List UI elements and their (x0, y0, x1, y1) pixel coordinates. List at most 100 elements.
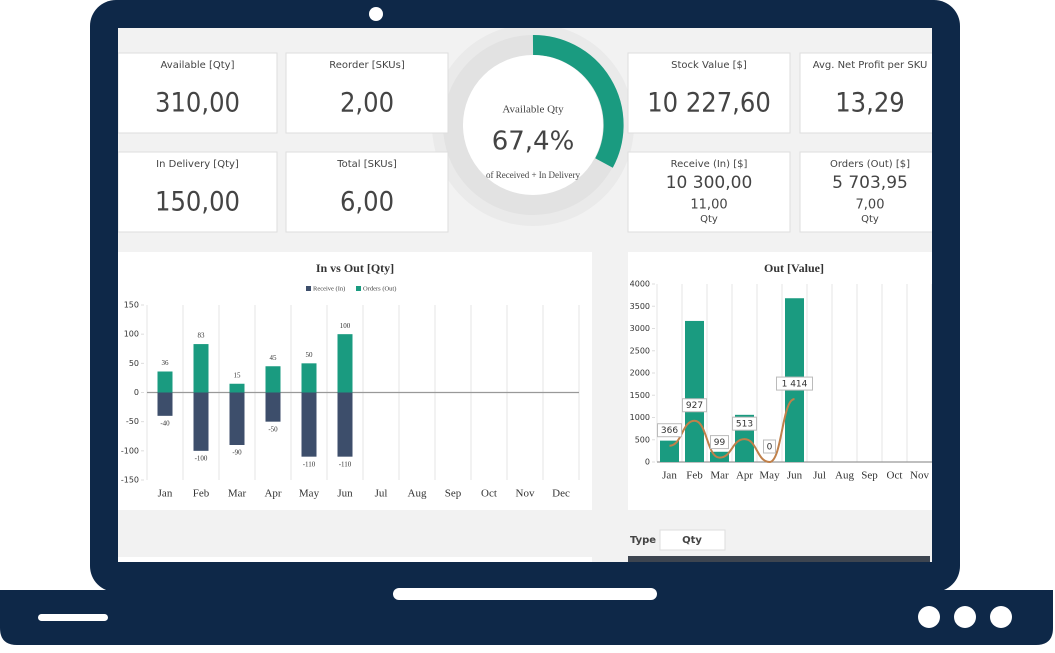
x-tick-label: Mar (228, 488, 247, 500)
x-tick-label: Feb (193, 488, 210, 500)
bar (337, 334, 353, 393)
data-label: 513 (736, 420, 753, 430)
bar (301, 363, 317, 393)
data-label: 100 (340, 322, 351, 330)
y-tick-label: 3000 (630, 324, 650, 333)
filter-value[interactable]: Qty (682, 535, 702, 546)
donut-title: Available Qty (502, 104, 564, 116)
x-tick-label: May (759, 470, 780, 482)
base-bar (38, 614, 108, 621)
y-tick-label: 1000 (630, 413, 650, 422)
bar (229, 383, 245, 393)
y-tick-label: 3500 (630, 302, 650, 311)
x-tick-label: Oct (887, 470, 903, 482)
legend-label: Receive (In) (313, 285, 345, 292)
filter-box[interactable] (659, 529, 726, 551)
bar (685, 320, 704, 462)
bar (301, 392, 317, 457)
kpi-card (627, 52, 791, 134)
kpi-sub: 7,00 (856, 198, 885, 213)
x-tick-label: Jun (337, 488, 353, 500)
camera (369, 7, 383, 21)
chart-title: In vs Out [Qty] (316, 261, 394, 275)
x-tick-label: Oct (481, 488, 497, 500)
chart-title: Out [Value] (764, 261, 824, 275)
kpi-value: 6,00 (340, 187, 394, 218)
data-label: -90 (232, 449, 242, 457)
x-tick-label: Jul (813, 470, 826, 482)
notch (393, 588, 657, 600)
kpi-value: 150,00 (155, 187, 240, 218)
bar (193, 392, 209, 451)
line (669, 398, 795, 464)
y-tick-label: 500 (635, 435, 650, 444)
table-header (628, 556, 930, 562)
bar (229, 392, 245, 445)
donut-caption: of Received + In Delivery (486, 170, 581, 180)
x-tick-label: Jun (787, 470, 803, 482)
panel (118, 557, 592, 562)
kpi-card (285, 52, 449, 134)
x-tick-label: Sep (861, 470, 878, 482)
kpi-label: Available [Qty] (161, 60, 235, 71)
kpi-label: Total [SKUs] (336, 159, 397, 170)
dashboard: Available Qty 67,4% of Received + In Del… (118, 28, 932, 562)
x-tick-label: Aug (408, 488, 427, 500)
x-tick-label: Jul (375, 488, 388, 500)
x-tick-label: Nov (910, 470, 929, 482)
bar (660, 440, 679, 462)
kpi-value: 10 300,00 (666, 173, 753, 193)
label-box (710, 435, 729, 450)
y-tick-label: 0 (134, 388, 139, 397)
filter-label: Type (630, 535, 656, 546)
donut-value: 67,4% (492, 127, 575, 157)
x-tick-label: Apr (736, 470, 753, 482)
y-tick-label: -50 (126, 417, 139, 426)
label-box (657, 423, 682, 438)
y-tick-label: 50 (129, 359, 139, 368)
donut-center (463, 55, 603, 195)
kpi-value: 13,29 (835, 88, 905, 119)
kpi-card (799, 52, 932, 134)
label-box (682, 398, 707, 413)
y-tick-label: 2500 (630, 346, 650, 355)
legend-label: Orders (Out) (363, 285, 396, 292)
kpi-label: Orders (Out) [$] (830, 159, 910, 170)
data-label: 15 (234, 371, 242, 379)
dot (918, 606, 940, 628)
bar (157, 371, 173, 393)
kpi-card (285, 151, 449, 233)
chart-2: Out [Value] 0 500 1000 1500 2000 2500 3000 3500 4… (630, 261, 932, 482)
y-tick-label: 100 (124, 330, 139, 339)
data-label: 0 (767, 443, 773, 453)
x-tick-label: Apr (264, 488, 281, 500)
y-tick-label: 2000 (630, 369, 650, 378)
kpi-label: In Delivery [Qty] (156, 159, 239, 170)
dot (990, 606, 1012, 628)
x-tick-label: Sep (445, 488, 462, 500)
y-tick-label: -100 (121, 446, 139, 455)
kpi-unit: Qty (861, 214, 879, 225)
kpi-sub: 11,00 (690, 198, 727, 213)
data-label: 99 (714, 438, 726, 448)
laptop-base (0, 590, 1053, 645)
bar (193, 344, 209, 393)
chart-panel (118, 252, 592, 510)
data-label: -50 (268, 425, 278, 433)
kpi-value: 2,00 (340, 88, 394, 119)
kpi-value: 10 227,60 (647, 88, 771, 119)
data-label: 927 (686, 401, 703, 411)
dot (954, 606, 976, 628)
legend-swatch (306, 286, 311, 291)
legend-swatch (356, 286, 361, 291)
y-tick-label: 0 (645, 458, 650, 467)
y-tick-label: 150 (124, 301, 139, 310)
data-label: 50 (306, 351, 314, 359)
x-tick-label: Aug (835, 470, 854, 482)
label-box (763, 439, 776, 454)
label-box (776, 376, 813, 391)
x-tick-label: May (299, 488, 320, 500)
bar (265, 366, 281, 393)
x-tick-label: Jan (158, 488, 173, 500)
